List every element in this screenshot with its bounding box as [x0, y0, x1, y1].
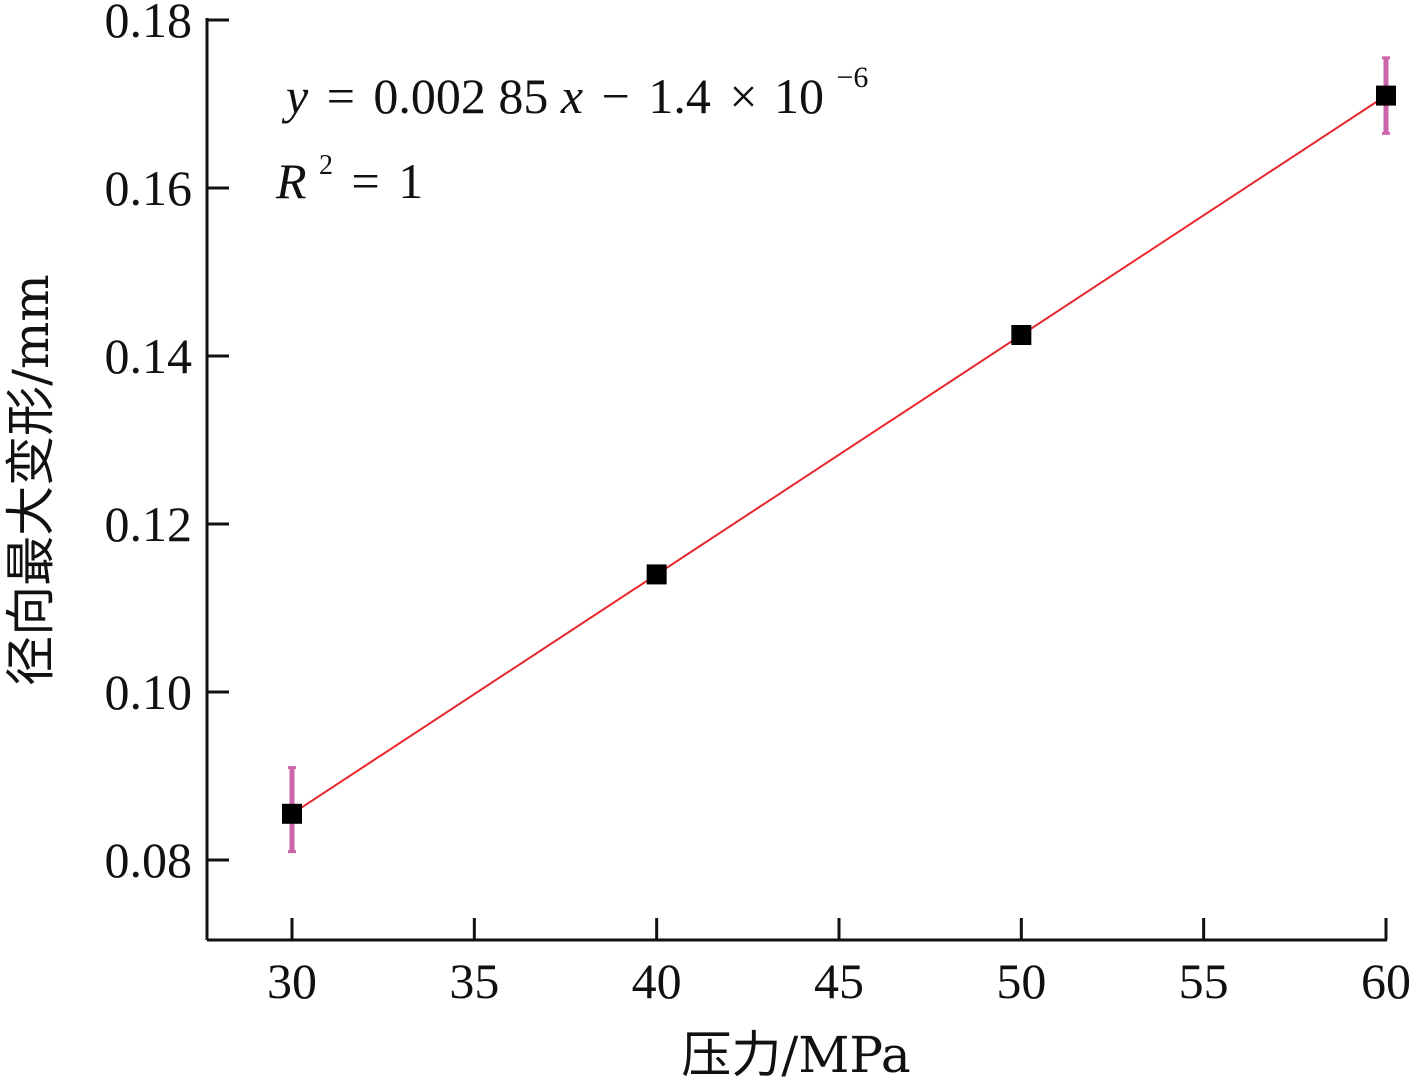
axes: 30 35 40 45 50 55 60 0.08 0.10 0.12 0.14 0.16 0.18: [105, 0, 1412, 1009]
x-tick-label: 50: [996, 953, 1046, 1009]
fit-line: [291, 94, 1387, 815]
x-ticks: 30 35 40 45 50 55 60: [267, 918, 1411, 1009]
y-tick-label: 0.08: [105, 832, 193, 888]
y-tick-label: 0.12: [105, 496, 193, 552]
r-squared-value: 1: [398, 153, 423, 209]
equation-x-var: x: [560, 68, 583, 124]
r-squared-superscript: 2: [319, 150, 333, 181]
x-tick-label: 55: [1179, 953, 1229, 1009]
fit-equation: y = 0.002 85 x − 1.4 × 10 −6: [281, 61, 868, 124]
equation-base: 10: [774, 68, 824, 124]
x-axis-title: 压力/MPa: [681, 1026, 910, 1079]
y-tick-label: 0.16: [105, 160, 193, 216]
data-point: [282, 803, 302, 824]
r-squared-symbol: R: [275, 153, 307, 209]
y-tick-label: 0.18: [105, 0, 193, 48]
x-tick-label: 30: [267, 953, 317, 1009]
equation-minus: −: [602, 68, 630, 124]
equation-constant: 1.4: [648, 68, 711, 124]
r-squared: R 2 = 1: [275, 129, 423, 209]
y-axis-title: 径向最大变形/mm: [2, 274, 60, 686]
data-point: [646, 564, 667, 585]
data-point: [1376, 85, 1396, 106]
r-squared-eq: =: [352, 153, 380, 209]
y-tick-label: 0.10: [105, 664, 193, 720]
x-tick-label: 60: [1361, 953, 1411, 1009]
equation-eq: =: [327, 68, 355, 124]
equation-y-var: y: [281, 68, 309, 124]
y-ticks: 0.08 0.10 0.12 0.14 0.16 0.18: [105, 0, 229, 888]
x-tick-label: 40: [632, 953, 682, 1009]
data-points: [282, 85, 1396, 824]
x-tick-label: 35: [449, 953, 499, 1009]
equation-times: ×: [729, 68, 757, 124]
y-tick-label: 0.14: [105, 328, 193, 384]
data-point: [1011, 325, 1032, 345]
equation-exponent: −6: [837, 61, 869, 94]
equation-coefficient: 0.002 85: [373, 68, 548, 124]
x-tick-label: 45: [814, 953, 864, 1009]
